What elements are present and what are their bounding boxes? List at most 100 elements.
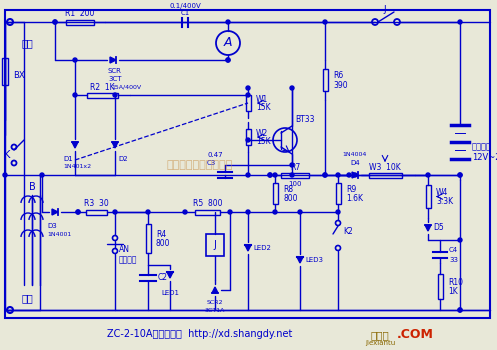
Text: W3  10K: W3 10K — [369, 162, 401, 172]
Bar — [246, 95, 250, 111]
Text: 蓄电池组: 蓄电池组 — [472, 142, 492, 152]
Text: SCR: SCR — [108, 68, 122, 74]
Text: 15A/400V: 15A/400V — [111, 84, 141, 90]
Bar — [66, 20, 94, 25]
Circle shape — [246, 138, 250, 142]
Polygon shape — [297, 257, 303, 263]
Text: 1K: 1K — [448, 287, 458, 296]
Circle shape — [290, 163, 294, 167]
Bar — [425, 185, 430, 208]
Circle shape — [458, 238, 462, 242]
Text: A: A — [224, 36, 232, 49]
Text: R1  200: R1 200 — [65, 9, 95, 19]
Circle shape — [458, 308, 462, 312]
Circle shape — [226, 58, 230, 62]
Circle shape — [268, 173, 272, 177]
Text: C1: C1 — [180, 10, 190, 16]
Text: BT33: BT33 — [295, 116, 315, 125]
Circle shape — [273, 210, 277, 214]
Text: R4: R4 — [156, 230, 166, 239]
Bar — [86, 210, 107, 215]
Text: jiexiantu: jiexiantu — [365, 340, 395, 346]
Circle shape — [246, 210, 250, 214]
Text: 15K: 15K — [256, 138, 271, 147]
Bar — [5, 10, 490, 318]
Bar — [246, 129, 250, 145]
Text: D2: D2 — [118, 156, 128, 162]
Bar — [368, 173, 402, 177]
Circle shape — [273, 173, 277, 177]
Text: 1N401x2: 1N401x2 — [63, 164, 91, 169]
Circle shape — [458, 173, 462, 177]
Text: B: B — [29, 182, 35, 192]
Circle shape — [228, 210, 232, 214]
Text: D1: D1 — [63, 156, 73, 162]
Text: 15K: 15K — [256, 104, 271, 112]
Bar — [323, 69, 328, 91]
Circle shape — [226, 20, 230, 24]
Circle shape — [76, 210, 80, 214]
Circle shape — [40, 173, 44, 177]
Text: C4: C4 — [449, 247, 458, 253]
Circle shape — [458, 20, 462, 24]
Text: SCR2: SCR2 — [207, 300, 223, 304]
Bar — [437, 274, 442, 300]
Text: R9: R9 — [346, 185, 356, 194]
Text: R2  1K: R2 1K — [90, 83, 115, 91]
Circle shape — [3, 173, 7, 177]
Text: D4: D4 — [350, 160, 360, 166]
Circle shape — [298, 210, 302, 214]
Polygon shape — [110, 57, 116, 63]
Text: 800: 800 — [156, 239, 170, 248]
Text: 接线图: 接线图 — [371, 330, 389, 340]
Text: 3.3K: 3.3K — [436, 197, 453, 206]
Text: LED2: LED2 — [253, 245, 271, 251]
Text: 1N4001: 1N4001 — [47, 231, 71, 237]
Polygon shape — [52, 209, 58, 215]
Circle shape — [336, 210, 340, 214]
Bar — [206, 234, 224, 256]
Text: 800: 800 — [283, 194, 298, 203]
Text: .COM: .COM — [397, 329, 433, 342]
Polygon shape — [112, 142, 118, 148]
Circle shape — [73, 58, 77, 62]
Circle shape — [426, 173, 430, 177]
Text: R3  30: R3 30 — [84, 199, 109, 209]
Circle shape — [458, 173, 462, 177]
Text: LED1: LED1 — [161, 290, 179, 296]
Circle shape — [323, 173, 327, 177]
Text: 0.47: 0.47 — [207, 152, 223, 158]
Circle shape — [323, 173, 327, 177]
Circle shape — [73, 93, 77, 97]
Circle shape — [336, 173, 340, 177]
Polygon shape — [352, 172, 358, 178]
Circle shape — [353, 173, 357, 177]
Text: C3: C3 — [207, 160, 216, 166]
Text: 390: 390 — [333, 80, 347, 90]
Circle shape — [246, 93, 250, 97]
Circle shape — [226, 58, 230, 62]
Bar — [146, 224, 151, 253]
Polygon shape — [212, 287, 218, 293]
Bar — [281, 173, 309, 177]
Text: D3: D3 — [47, 223, 57, 229]
Text: AN: AN — [119, 245, 130, 254]
Circle shape — [183, 210, 187, 214]
Text: 12V~24V: 12V~24V — [472, 154, 497, 162]
Bar — [335, 183, 340, 204]
Circle shape — [246, 86, 250, 90]
Circle shape — [290, 173, 294, 177]
Polygon shape — [245, 245, 251, 251]
Circle shape — [323, 20, 327, 24]
Text: 杭州将谦科技有限公司: 杭州将谦科技有限公司 — [167, 160, 233, 170]
Circle shape — [113, 210, 117, 214]
Text: R5  800: R5 800 — [193, 199, 222, 209]
Text: W2: W2 — [256, 128, 268, 138]
Text: K: K — [4, 150, 10, 160]
Text: J: J — [214, 240, 216, 250]
Text: 1.6K: 1.6K — [346, 194, 363, 203]
Circle shape — [76, 210, 80, 214]
Text: C2: C2 — [158, 273, 168, 282]
Text: 3CT: 3CT — [108, 76, 121, 82]
Circle shape — [290, 86, 294, 90]
